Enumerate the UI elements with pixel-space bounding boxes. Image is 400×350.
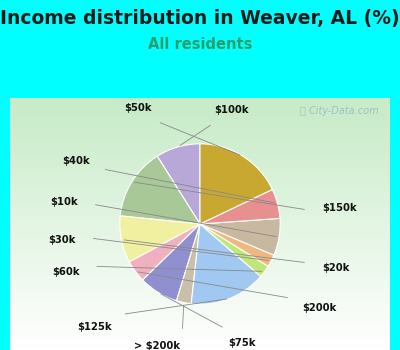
Wedge shape — [120, 216, 200, 262]
Text: $75k: $75k — [228, 338, 256, 348]
Text: All residents: All residents — [148, 37, 252, 52]
Text: $10k: $10k — [50, 197, 78, 206]
Wedge shape — [200, 224, 274, 266]
Text: > $200k: > $200k — [134, 341, 180, 350]
Text: $50k: $50k — [124, 103, 152, 113]
Text: ⓘ City-Data.com: ⓘ City-Data.com — [300, 106, 378, 116]
Wedge shape — [200, 144, 272, 224]
Wedge shape — [120, 156, 200, 224]
Text: $100k: $100k — [214, 105, 249, 115]
Wedge shape — [191, 224, 261, 304]
Text: $125k: $125k — [77, 322, 112, 332]
Wedge shape — [176, 224, 200, 304]
Wedge shape — [200, 218, 280, 255]
Text: $40k: $40k — [62, 156, 89, 167]
Wedge shape — [200, 189, 280, 224]
Wedge shape — [157, 144, 200, 224]
Wedge shape — [200, 224, 268, 276]
Text: $20k: $20k — [322, 263, 349, 273]
Wedge shape — [143, 224, 200, 301]
Text: $30k: $30k — [48, 235, 76, 245]
Wedge shape — [129, 224, 200, 280]
Text: $150k: $150k — [322, 203, 356, 213]
Text: $60k: $60k — [52, 267, 80, 277]
Text: Income distribution in Weaver, AL (%): Income distribution in Weaver, AL (%) — [0, 9, 400, 28]
Text: $200k: $200k — [303, 303, 337, 313]
